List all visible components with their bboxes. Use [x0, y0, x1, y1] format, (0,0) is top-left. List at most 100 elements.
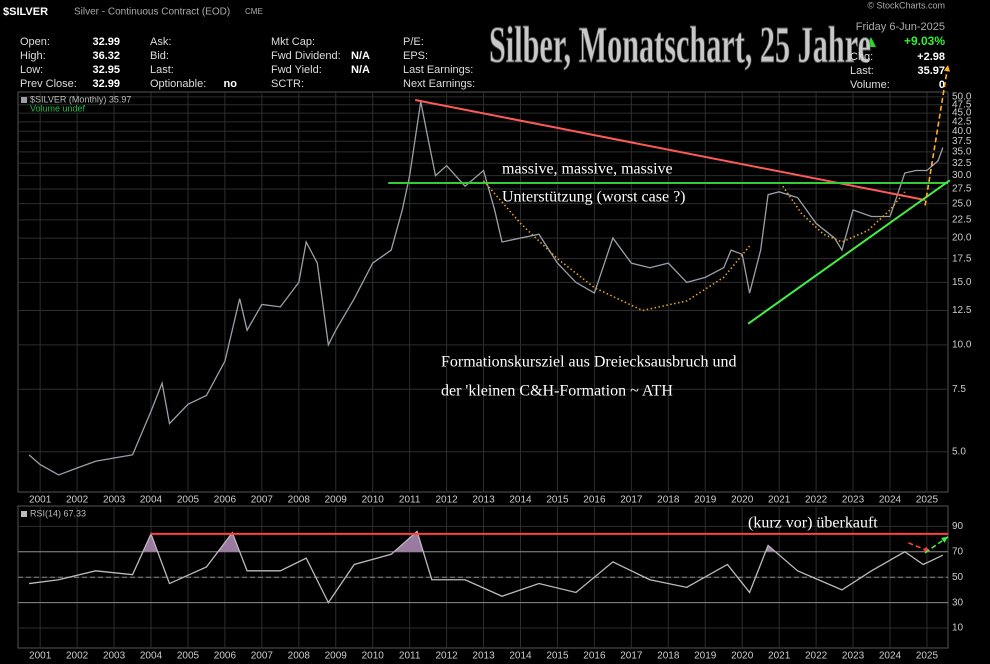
credit: © StockCharts.com — [867, 0, 945, 10]
quote-label: Fwd Yield: — [271, 64, 322, 76]
quote-label: Low: — [20, 64, 43, 76]
annotation-line — [782, 185, 906, 243]
symbol: $SILVER — [3, 6, 48, 18]
x-tick-label: 2016 — [583, 495, 606, 506]
x-tick-label: 2009 — [325, 651, 348, 662]
legend-entry: Volume undef — [30, 103, 86, 113]
up-icon — [866, 37, 876, 47]
y-tick-label: 10 — [952, 623, 964, 634]
x-tick-label: 2011 — [399, 651, 421, 662]
x-tick-label: 2009 — [325, 495, 348, 506]
legend-entry: $SILVER (Monthly) 35.97 — [30, 94, 131, 104]
quote-value: 0 — [939, 79, 945, 91]
quote-label: Open: — [20, 36, 50, 48]
x-tick-label: 2016 — [583, 651, 606, 662]
x-tick-label: 2001 — [29, 651, 52, 662]
quote-value: 36.32 — [92, 50, 120, 62]
x-tick-label: 2007 — [251, 495, 274, 506]
x-tick-label: 2004 — [140, 651, 163, 662]
quote-label: Last: — [150, 64, 174, 76]
quote-value: N/A — [351, 50, 370, 62]
x-tick-label: 2024 — [879, 495, 902, 506]
x-tick-label: 2006 — [214, 651, 237, 662]
y-tick-label: 70 — [952, 546, 964, 557]
x-tick-label: 2012 — [435, 495, 458, 506]
quote-value: 35.97 — [917, 65, 945, 77]
x-tick-label: 2005 — [177, 651, 200, 662]
quote-value: 32.99 — [92, 36, 120, 48]
quote-label: Last Earnings: — [403, 64, 473, 76]
quote-label: Fwd Dividend: — [271, 50, 341, 62]
y-tick-label: 50.0 — [952, 91, 972, 102]
x-tick-label: 2023 — [842, 495, 865, 506]
x-tick-label: 2014 — [509, 495, 532, 506]
x-tick-label: 2020 — [731, 651, 754, 662]
x-tick-label: 2013 — [472, 495, 495, 506]
legend-icon — [21, 97, 27, 103]
x-tick-label: 2018 — [657, 495, 680, 506]
quote-label: Prev Close: — [20, 78, 77, 90]
y-tick-label: 10.0 — [952, 340, 972, 351]
x-tick-label: 2010 — [362, 651, 385, 662]
y-tick-label: 27.5 — [952, 184, 972, 195]
quote-value: no — [224, 78, 238, 90]
x-tick-label: 2005 — [177, 495, 200, 506]
y-tick-label: 40.0 — [952, 126, 972, 137]
quote-label: P/E: — [403, 36, 424, 48]
x-tick-label: 2022 — [805, 495, 828, 506]
annotation-line — [482, 180, 751, 312]
quote-label: Bid: — [150, 50, 169, 62]
x-tick-label: 2004 — [140, 495, 163, 506]
x-tick-label: 2001 — [29, 495, 52, 506]
x-tick-label: 2006 — [214, 495, 237, 506]
x-tick-label: 2017 — [620, 495, 643, 506]
y-tick-label: 47.5 — [952, 99, 972, 110]
x-tick-label: 2013 — [472, 651, 495, 662]
quote-label: EPS: — [403, 50, 428, 62]
date: Friday 6-Jun-2025 — [856, 21, 945, 33]
annotation: massive, massive, massive — [502, 161, 673, 178]
title: Silber, Monatschart, 25 Jahre — [489, 17, 871, 74]
x-tick-label: 2002 — [66, 651, 89, 662]
x-tick-label: 2003 — [103, 651, 126, 662]
quote-label: Optionable: — [150, 78, 206, 90]
x-tick-label: 2017 — [620, 651, 643, 662]
description: Silver - Continuous Contract (EOD) — [74, 7, 230, 18]
x-tick-label: 2008 — [288, 495, 311, 506]
annotation: Formationskursziel aus Dreiecksausbruch … — [441, 354, 736, 371]
x-tick-label: 2021 — [768, 651, 791, 662]
quote-label: Chg: — [850, 51, 873, 63]
annotation: Unterstützung (worst case ?) — [502, 189, 686, 206]
x-tick-label: 2008 — [288, 651, 311, 662]
quote-label: SCTR: — [271, 78, 304, 90]
annotation-line — [747, 179, 951, 325]
y-tick-label: 50 — [952, 572, 964, 583]
y-tick-label: 15.0 — [952, 277, 972, 288]
quote-label: High: — [20, 50, 46, 62]
annotation: der 'kleinen C&H-Formation ~ ATH — [441, 383, 673, 400]
y-tick-label: 90 — [952, 521, 964, 532]
arrowhead — [941, 536, 948, 543]
x-tick-label: 2011 — [399, 495, 421, 506]
x-tick-label: 2025 — [916, 495, 939, 506]
annotation: (kurz vor) überkauft — [748, 515, 878, 532]
x-tick-label: 2018 — [657, 651, 680, 662]
x-tick-label: 2020 — [731, 495, 754, 506]
x-tick-label: 2007 — [251, 651, 274, 662]
x-tick-label: 2021 — [768, 495, 791, 506]
x-tick-label: 2010 — [362, 495, 385, 506]
y-tick-label: 45.0 — [952, 108, 972, 119]
x-tick-label: 2014 — [509, 651, 532, 662]
arrowhead — [943, 64, 950, 72]
quote-value: +2.98 — [917, 51, 945, 63]
legend-entry: RSI(14) 67.33 — [30, 508, 86, 518]
x-tick-label: 2024 — [879, 651, 902, 662]
y-tick-label: 12.5 — [952, 305, 972, 316]
change-pct: +9.03% — [904, 34, 945, 48]
exchange: CME — [245, 7, 263, 16]
quote-label: Mkt Cap: — [271, 36, 315, 48]
y-tick-label: 30 — [952, 597, 964, 608]
